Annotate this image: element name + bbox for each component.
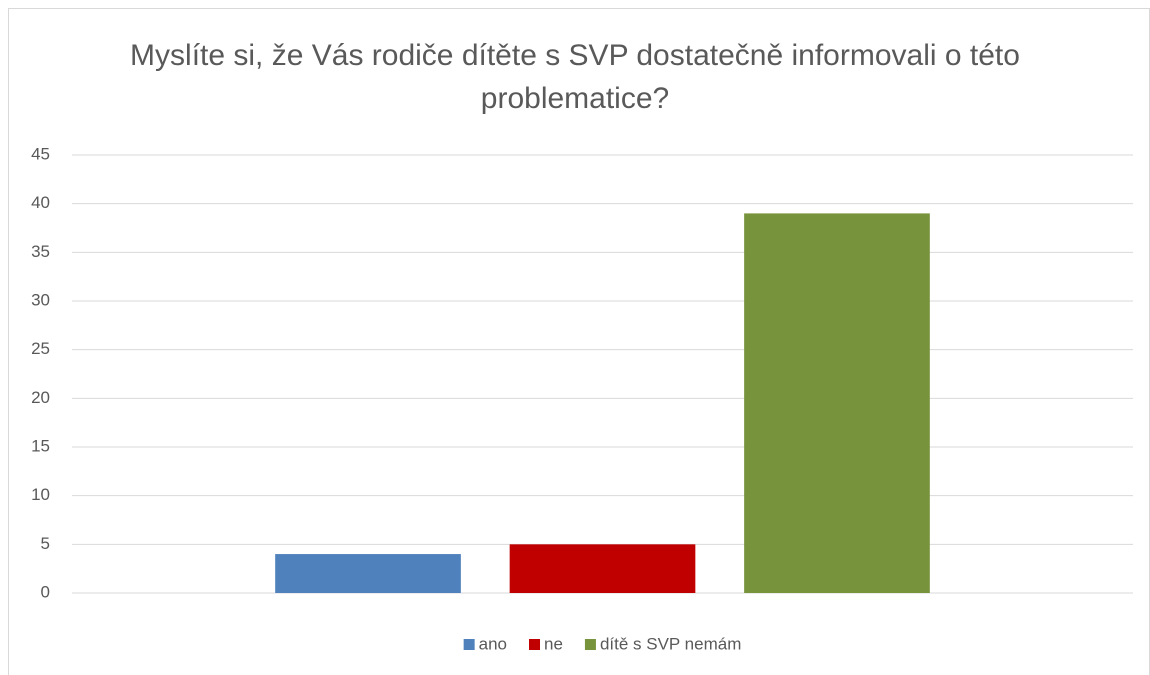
legend-label: dítě s SVP nemám xyxy=(600,634,741,653)
y-tick-label: 10 xyxy=(31,485,50,504)
y-tick-label: 25 xyxy=(31,339,50,358)
chart-title: Myslíte si, že Vás rodiče dítěte s SVP d… xyxy=(130,39,1020,115)
bar xyxy=(275,554,461,593)
y-tick-label: 40 xyxy=(31,193,50,212)
y-tick-label: 0 xyxy=(41,582,50,601)
legend-label: ano xyxy=(479,634,507,653)
bar xyxy=(744,213,930,593)
y-tick-label: 35 xyxy=(31,242,50,261)
legend-label: ne xyxy=(544,634,563,653)
legend-swatch xyxy=(463,639,475,650)
y-tick-label: 30 xyxy=(31,290,50,309)
legend-swatch xyxy=(529,639,541,650)
y-tick-label: 15 xyxy=(31,436,50,455)
y-tick-label: 20 xyxy=(31,388,50,407)
y-tick-label: 45 xyxy=(31,144,50,163)
bar xyxy=(509,544,696,593)
y-tick-label: 5 xyxy=(41,534,50,553)
legend-swatch xyxy=(584,639,596,650)
